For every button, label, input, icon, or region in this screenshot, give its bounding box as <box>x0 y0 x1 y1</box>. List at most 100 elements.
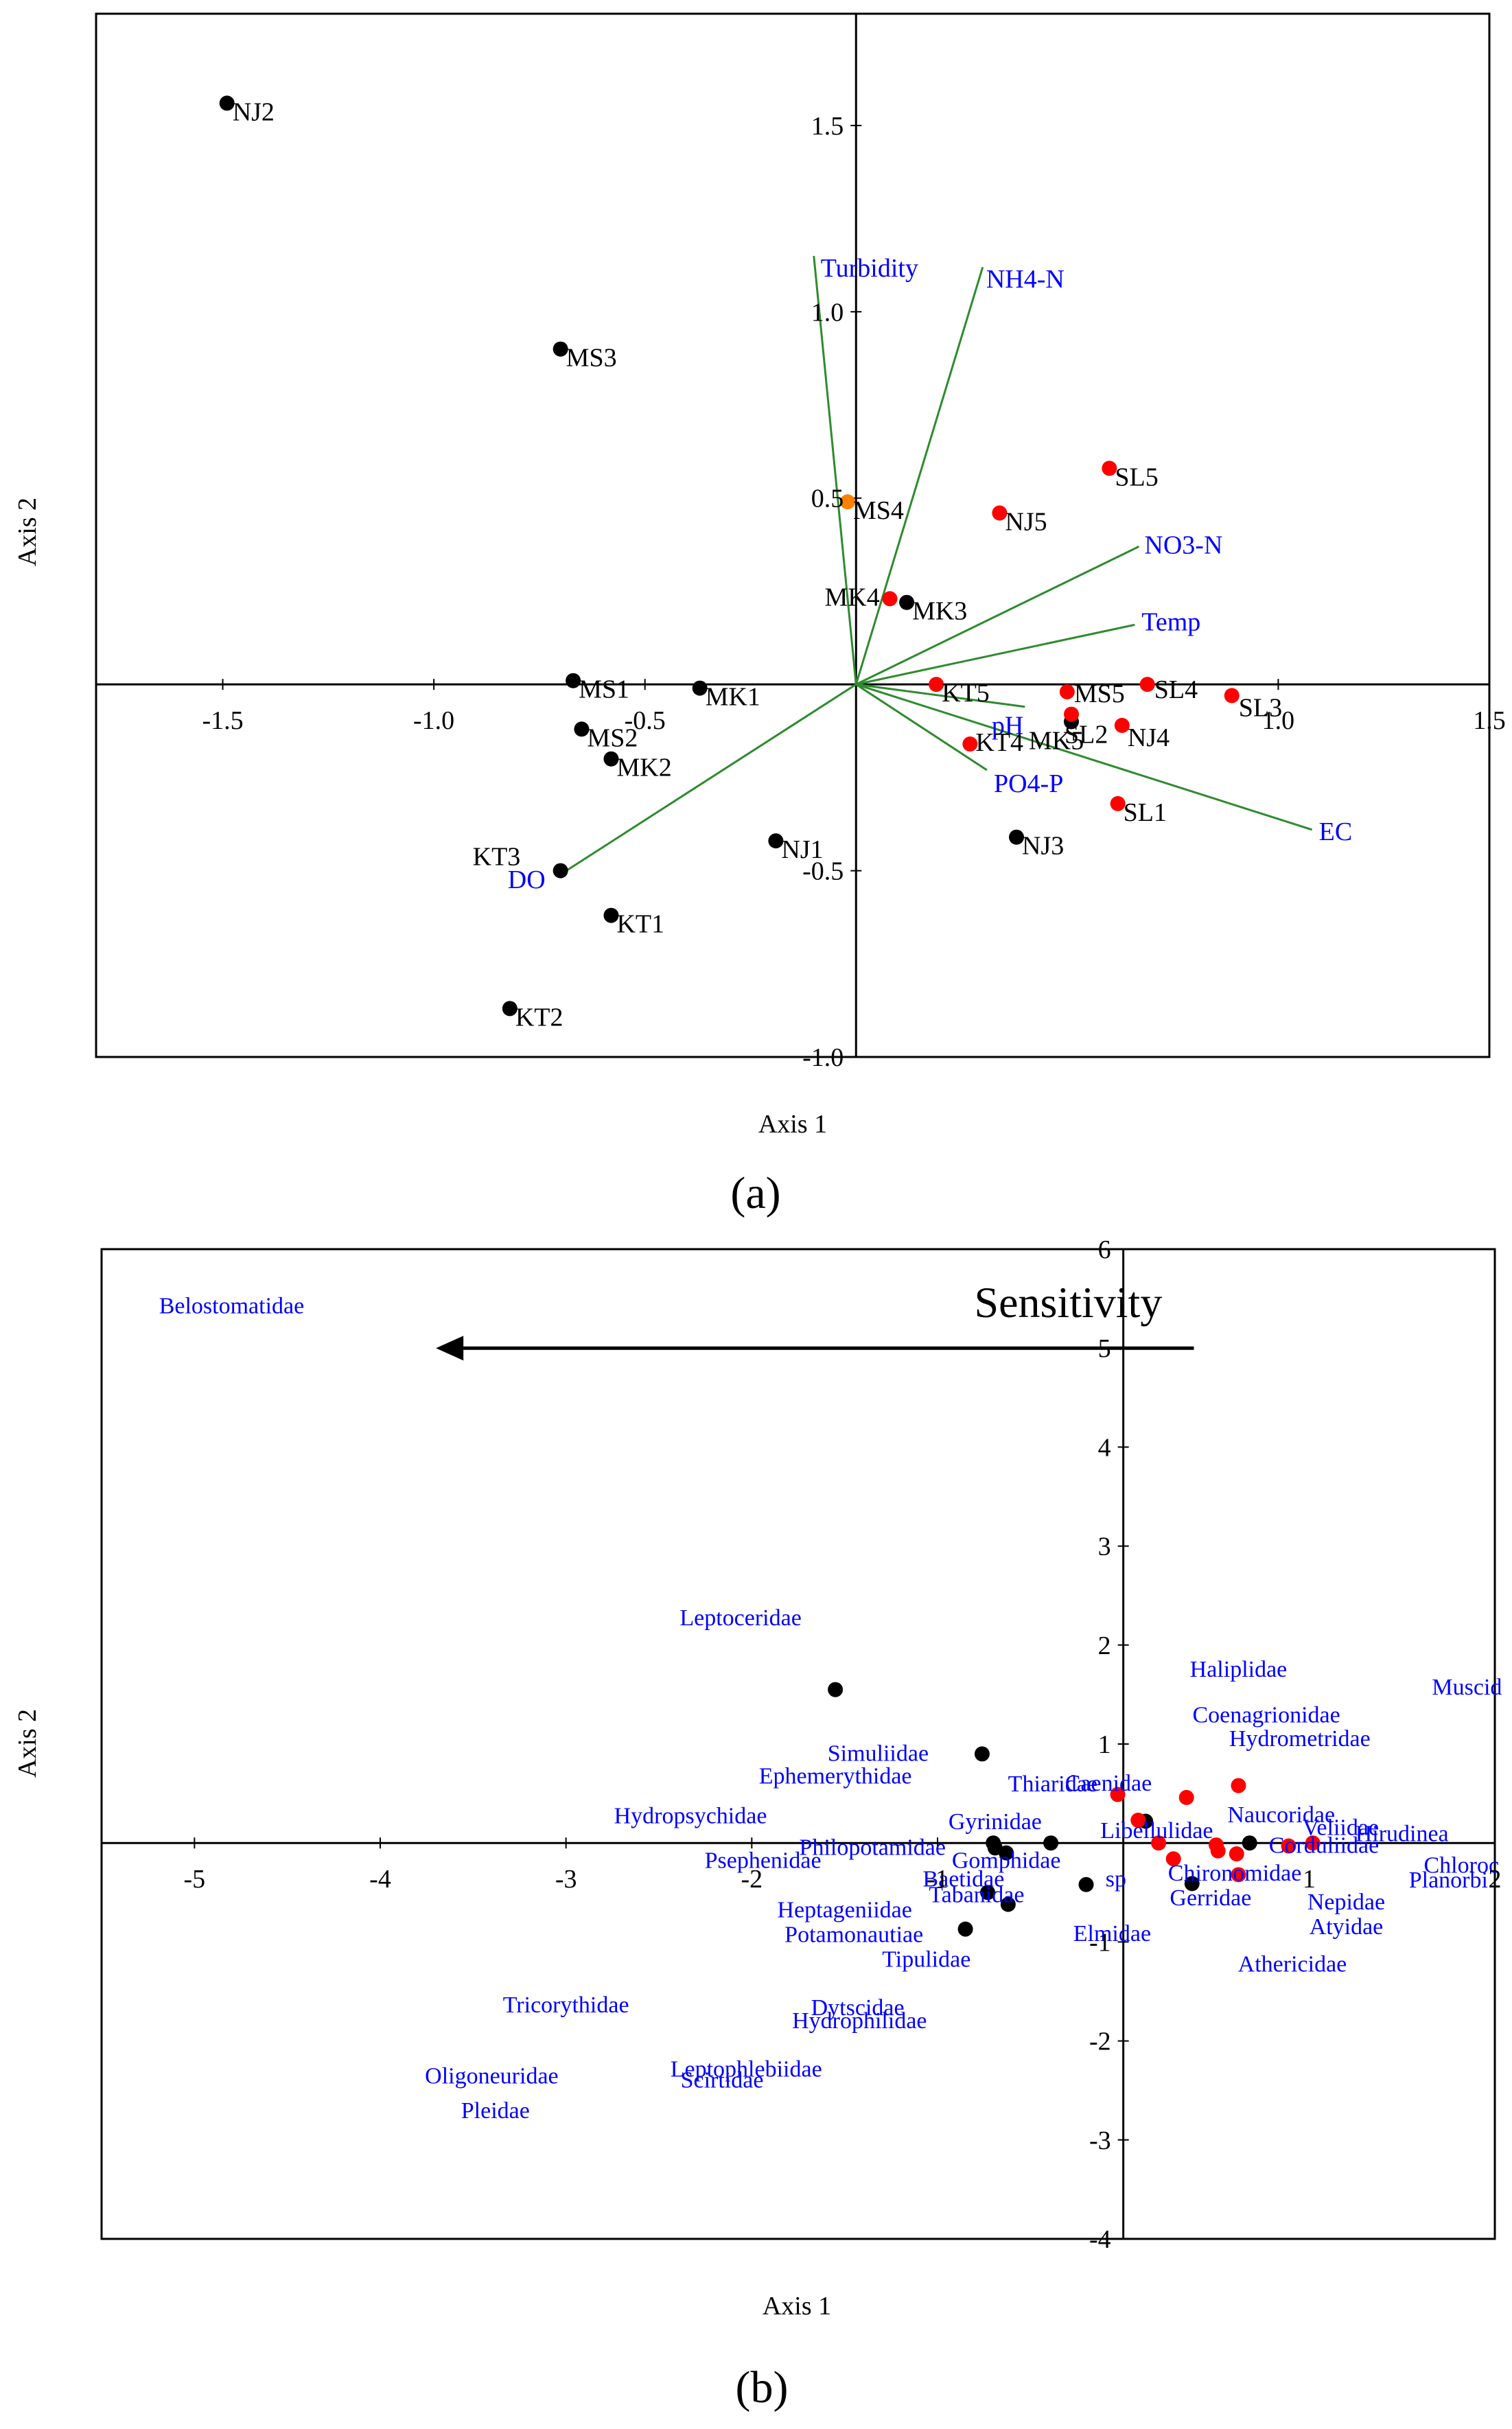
sensitivity-arrow <box>436 1336 1194 1361</box>
sample-label: SL2 <box>1065 721 1108 749</box>
sample-point <box>1009 829 1025 845</box>
panel-b-y-tick-label: 4 <box>1098 1433 1111 1462</box>
taxon-label: Tabanidae <box>929 1883 1024 1908</box>
taxon-label: Potamonautiae <box>784 1922 923 1947</box>
env-vector-ec <box>855 683 1313 831</box>
sample-point <box>1281 1838 1296 1854</box>
panel-a-y-tick-label: 1.5 <box>811 112 844 141</box>
sample-label: SL1 <box>1124 798 1167 827</box>
sample-label: NJ2 <box>233 97 275 126</box>
sample-point <box>839 494 855 510</box>
sample-label: KT5 <box>942 679 990 708</box>
panel-b-y-tick-label: 3 <box>1098 1533 1111 1561</box>
taxon-label: Heptageniidae <box>777 1897 911 1922</box>
sample-point <box>1305 1835 1321 1851</box>
taxon-label: Dytscidae <box>811 1995 905 2021</box>
sample-label: MS2 <box>587 723 638 752</box>
panel-b: Belostomatidae Leptoceridae SimuliidaeEphe… <box>13 1235 1502 2413</box>
taxon-label: Planorbi <box>1409 1868 1488 1893</box>
sample-point <box>1110 1787 1126 1802</box>
sample-label: KT3 <box>473 843 521 872</box>
sample-point <box>962 736 978 752</box>
env-vector-label: PO4-P <box>994 769 1063 798</box>
sample-point <box>999 1845 1014 1861</box>
sample-point <box>992 505 1008 521</box>
sample-point <box>219 95 235 111</box>
sample-label: KT1 <box>616 910 664 939</box>
taxon-label: Corduliidae <box>1269 1833 1380 1859</box>
panel-a-label: (a) <box>730 1168 780 1218</box>
panel-b-x-tick-label: -3 <box>555 1865 577 1894</box>
env-vector-label: DO <box>508 865 546 894</box>
taxon-label: Philopotamidae <box>800 1835 946 1861</box>
sample-label: KT2 <box>515 1003 563 1032</box>
env-vector-nh4-n <box>854 266 984 685</box>
env-vector-ph <box>856 683 1025 708</box>
env-vector-label: EC <box>1319 817 1353 846</box>
sample-label: NJ1 <box>781 835 823 864</box>
panel-b-x-tick-label: -4 <box>369 1865 391 1894</box>
taxon-label: Muscid <box>1432 1675 1502 1700</box>
taxon-label: Chloroc <box>1424 1852 1500 1878</box>
sensitivity-annotation: Sensitivity <box>975 1278 1163 1327</box>
sample-point <box>1178 1789 1194 1805</box>
taxon-label: Elmidae <box>1073 1921 1151 1946</box>
sample-point <box>1151 1835 1167 1851</box>
panel-a: Turbidity NH4-N NO3-N Temp EC pH PO4-P DO NJ2 MS… <box>13 12 1506 1218</box>
panel-a-x-tick-label: -0.5 <box>625 706 666 735</box>
sample-label: MK3 <box>912 597 967 626</box>
sample-point <box>502 1001 517 1016</box>
sample-label: SL5 <box>1115 463 1158 491</box>
panel-b-x-tick-label: -1 <box>927 1865 949 1894</box>
panel-b-y-tick-label: 2 <box>1098 1631 1111 1660</box>
panel-b-x-tick-label: -5 <box>184 1865 206 1894</box>
sample-point <box>974 1746 990 1762</box>
taxon-label: Leptoceridae <box>679 1605 801 1631</box>
sample-point <box>603 907 619 923</box>
sample-point <box>768 833 784 849</box>
panel-b-x-tick-label: -2 <box>741 1865 763 1894</box>
sample-label: MS4 <box>853 496 904 525</box>
panel-a-axes <box>96 14 1490 1058</box>
taxon-label: Scirtidae <box>681 2067 764 2093</box>
sample-point <box>1229 1846 1244 1862</box>
panel-b-frame <box>100 1248 1496 2240</box>
panel-a-xlabel: Axis 1 <box>758 1110 827 1139</box>
taxon-label: Hydrometridae <box>1229 1726 1371 1752</box>
sample-label: MS1 <box>579 675 629 704</box>
panel-b-y-tick-label: -1 <box>1089 1928 1111 1957</box>
panel-a-y-tick-label: 1.0 <box>811 298 844 327</box>
panel-b-y-tick-label: -4 <box>1089 2225 1111 2254</box>
sample-label: MK1 <box>706 683 760 712</box>
panel-a-ylabel: Axis 2 <box>13 498 42 566</box>
sample-label: NJ3 <box>1022 832 1064 861</box>
taxon-label: Athericidae <box>1238 1952 1347 1977</box>
sample-point <box>899 594 915 610</box>
sample-label: KT4 <box>975 728 1023 757</box>
sample-point <box>828 1682 844 1697</box>
sample-point <box>1043 1835 1059 1851</box>
taxon-label: Baetidae <box>922 1867 1004 1892</box>
taxon-label: Thiaridae <box>1008 1771 1097 1797</box>
env-vector-label: pH <box>992 712 1023 741</box>
sample-point <box>566 673 581 688</box>
env-vector-turbidity <box>813 255 857 685</box>
sample-point <box>1102 461 1117 476</box>
taxon-label: Coenagrionidae <box>1192 1702 1340 1728</box>
panel-a-vectors: Turbidity NH4-N NO3-N Temp EC pH PO4-P DO <box>508 254 1352 894</box>
env-vector-po4-p <box>855 683 988 771</box>
panel-b-y-tick-label: 6 <box>1098 1235 1111 1264</box>
panel-b-x-tick-label: 1 <box>1303 1865 1316 1894</box>
sample-point <box>882 591 898 607</box>
taxon-label: Belostomatidae <box>159 1294 305 1319</box>
taxon-label: Caenidae <box>1065 1771 1152 1796</box>
taxon-label: sp <box>1106 1867 1126 1892</box>
panel-b-points <box>828 1682 1321 1937</box>
sample-label: MS5 <box>1074 679 1125 708</box>
sample-point <box>553 863 568 879</box>
panel-b-x-tick-label: 2 <box>1489 1865 1502 1894</box>
sample-point <box>1231 1867 1246 1883</box>
taxon-label: Oligoneuridae <box>425 2064 559 2089</box>
